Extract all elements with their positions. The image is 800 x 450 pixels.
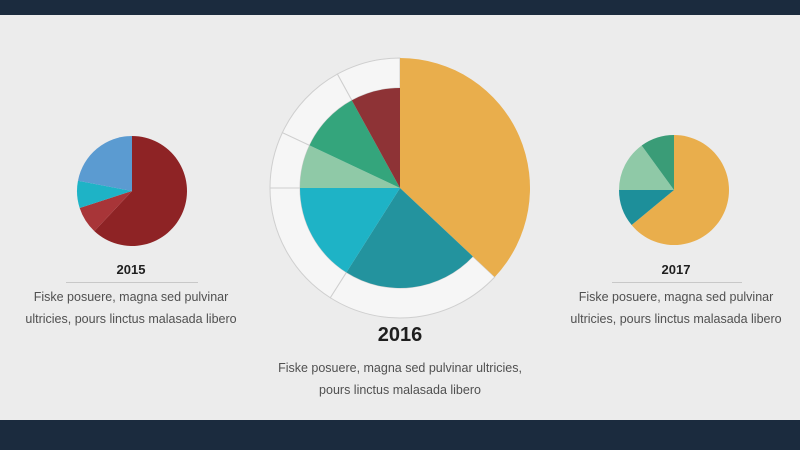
pie-slice <box>300 188 400 273</box>
pie-slice <box>77 136 132 191</box>
description-line: ultricies, pours linctus malasada libero <box>25 312 237 326</box>
description-line: Fiske posuere, magna sed pulvinar <box>578 290 774 304</box>
description-line: ultricies, pours linctus malasada libero <box>570 312 782 326</box>
year-label-2015: 2015 <box>116 262 146 277</box>
description-2015: Fiske posuere, magna sed pulvinar ultric… <box>11 286 251 330</box>
pie-chart-2016 <box>269 57 530 319</box>
top-frame-bar <box>0 0 800 15</box>
pie-slice <box>309 100 400 188</box>
pie-slice <box>346 188 473 288</box>
pie-chart-2017 <box>619 135 729 245</box>
description-2016: Fiske posuere, magna sed pulvinar ultric… <box>255 357 545 401</box>
description-line: Fiske posuere, magna sed pulvinar <box>33 290 229 304</box>
year-label-2016: 2016 <box>377 324 423 346</box>
description-line: pours linctus malasada libero <box>319 383 481 397</box>
pie-slice <box>400 58 530 277</box>
pie-slice <box>641 135 674 190</box>
year-label-2017: 2017 <box>661 262 691 277</box>
pie-slice <box>619 145 674 190</box>
pie-slice <box>351 88 400 188</box>
description-line: Fiske posuere, magna sed pulvinar ultric… <box>278 361 522 375</box>
pie-ring-segment <box>329 255 496 319</box>
pie-chart-2015 <box>76 136 187 246</box>
divider-2015 <box>66 282 198 283</box>
pie-slice <box>300 145 400 188</box>
bottom-frame-bar <box>0 420 800 450</box>
pie-slice <box>631 135 729 245</box>
pie-slice <box>79 191 132 232</box>
pie-slice <box>94 136 187 246</box>
pie-slice <box>76 180 132 208</box>
divider-2017 <box>612 282 742 283</box>
pie-slice <box>619 190 674 226</box>
description-2017: Fiske posuere, magna sed pulvinar ultric… <box>556 286 796 330</box>
